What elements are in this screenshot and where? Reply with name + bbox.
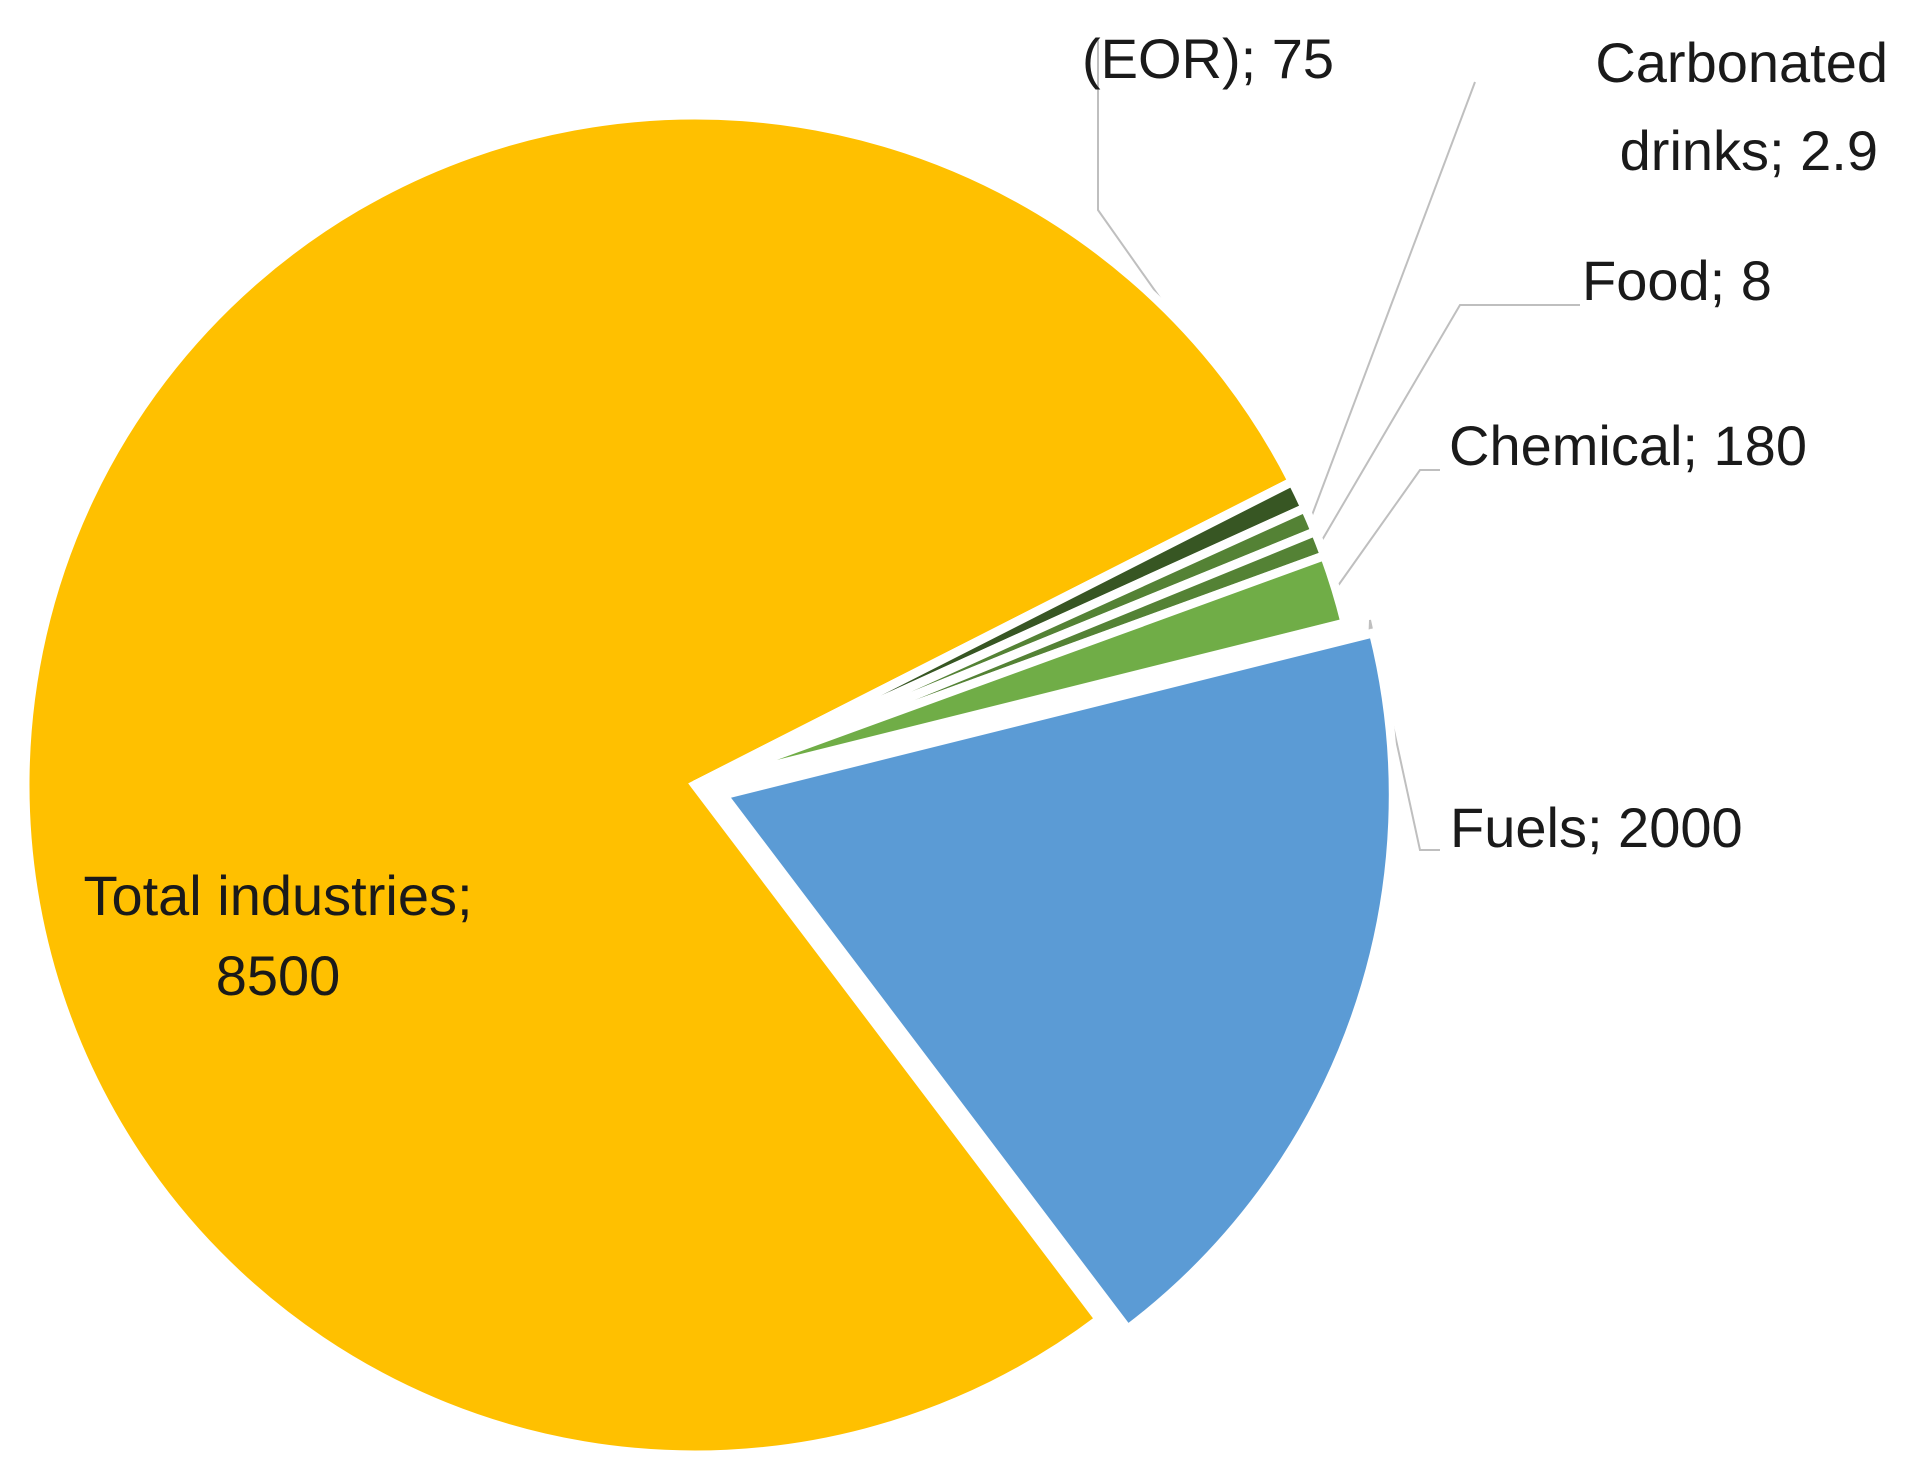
pie-slice-fuels — [715, 627, 1398, 1336]
leader-line-food — [1319, 304, 1580, 545]
label-total-industries-value: 8500 — [216, 944, 341, 1007]
leader-line-chemical — [1334, 469, 1440, 590]
pie-slice-chemical — [693, 549, 1351, 790]
leader-line-carbonated-drinks — [1309, 81, 1476, 521]
label-carbonated-value: drinks; 2.9 — [1620, 119, 1878, 182]
label-carbonated: Carbonated — [1595, 31, 1888, 94]
pie-slices — [20, 110, 1398, 1460]
label-food: Food; 8 — [1582, 249, 1772, 312]
label-eor: (EOR); 75 — [1082, 27, 1334, 90]
label-chemical: Chemical; 180 — [1449, 414, 1807, 477]
pie-slice-total-industries — [20, 110, 1299, 1460]
label-fuels: Fuels; 2000 — [1450, 796, 1743, 859]
label-total-industries: Total industries; — [83, 864, 472, 927]
